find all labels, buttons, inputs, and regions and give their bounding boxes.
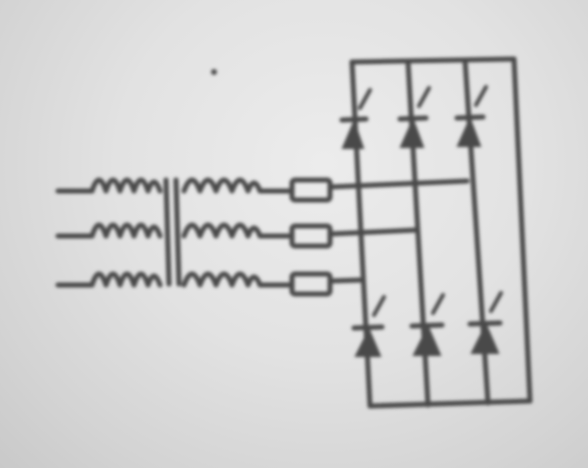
thyristors-upper	[342, 87, 486, 148]
secondary-windings	[184, 180, 292, 285]
dc-bus	[352, 59, 530, 406]
thyristor-upper-2	[400, 88, 429, 147]
circuit-drawing	[58, 59, 530, 406]
reactor-b	[292, 226, 330, 246]
primary-windings	[92, 180, 160, 285]
reactor-a	[292, 180, 330, 200]
thyristor-upper-1	[342, 90, 370, 148]
thyristor-lower-3	[470, 293, 501, 353]
thyristor-lower-1	[354, 297, 384, 356]
thyristors-lower	[354, 293, 501, 356]
input-lines	[58, 191, 92, 285]
stray-dot	[212, 70, 217, 75]
phase-connections	[330, 181, 467, 281]
thyristor-lower-2	[412, 295, 443, 355]
series-reactors	[292, 180, 330, 294]
thyristor-upper-3	[457, 87, 486, 146]
reactor-c	[292, 274, 330, 294]
transformer-core	[166, 180, 179, 284]
